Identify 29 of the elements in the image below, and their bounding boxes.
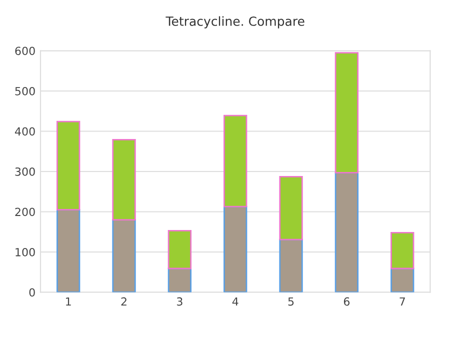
- bar: [168, 230, 192, 270]
- bar: [224, 206, 248, 292]
- bar: [279, 176, 303, 240]
- y-tick-label: 200: [15, 208, 35, 216]
- x-tick-label: 2: [121, 297, 126, 306]
- x-tick-label: 5: [288, 297, 294, 306]
- y-tick-label: 400: [14, 127, 35, 136]
- bar: [224, 114, 248, 208]
- bar: [334, 172, 359, 292]
- y-tick-label: 0: [29, 288, 35, 297]
- bar: [390, 268, 414, 292]
- chart-title: Tetracycline. Compare: [166, 16, 304, 28]
- y-tick-label: 500: [15, 86, 35, 96]
- bar: [56, 209, 80, 292]
- bar: [112, 219, 136, 292]
- bar: [390, 232, 414, 270]
- x-tick-label: 1: [66, 297, 71, 306]
- x-tick-label: 3: [176, 297, 182, 306]
- bar: [334, 52, 359, 174]
- x-tick-label: 4: [232, 297, 238, 306]
- y-tick-label: 300: [15, 167, 35, 176]
- bar: [279, 238, 303, 292]
- bar: [168, 268, 192, 292]
- y-tick-label: 100: [16, 248, 35, 256]
- y-tick-label: 600: [15, 46, 35, 56]
- bar: [56, 120, 80, 210]
- x-tick-label: 7: [400, 297, 405, 306]
- x-tick-label: 6: [344, 297, 350, 306]
- bar: [112, 139, 136, 220]
